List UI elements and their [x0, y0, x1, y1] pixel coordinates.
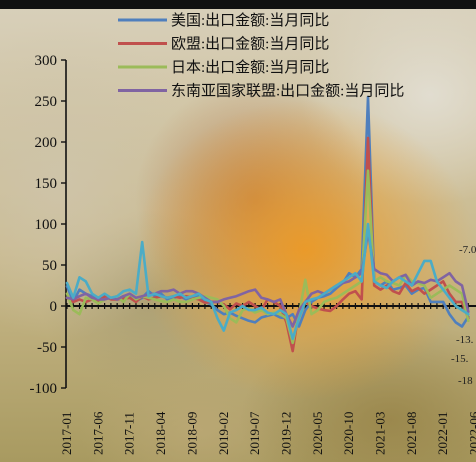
x-tick-label: 2019-07 [247, 411, 262, 455]
series-layer [65, 95, 470, 353]
x-tick-label: 2017-11 [122, 412, 137, 455]
x-tick-label: 2021-03 [373, 412, 388, 455]
x-tick-label: 2019-12 [278, 412, 293, 455]
x-tick-label: 2021-08 [404, 412, 419, 455]
annotations: -7.0 -13. -15. -18 [451, 244, 476, 387]
y-tick-label: -100 [30, 381, 58, 397]
y-tick-label: 200 [35, 135, 58, 151]
y-tick-label: 0 [50, 299, 58, 315]
series-line-5 [65, 222, 470, 341]
legend-label-4: 东南亚国家联盟:出口金额:当月同比 [171, 83, 404, 100]
legend-label-3: 日本:出口金额:当月同比 [171, 59, 329, 76]
x-tick-label: 2020-05 [310, 412, 325, 455]
y-tick-label: 300 [35, 53, 58, 69]
legend: 美国:出口金额:当月同比欧盟:出口金额:当月同比日本:出口金额:当月同比东南亚国… [118, 12, 404, 100]
x-tick-label: 2019-02 [216, 412, 231, 455]
y-tick-label: -50 [37, 340, 57, 356]
y-tick-label: 250 [35, 94, 58, 110]
annotation-label: -7.0 [459, 244, 476, 256]
x-tick-label: 2017-06 [90, 411, 105, 455]
x-tick-label: 2018-09 [184, 412, 199, 455]
x-tick-label: 2022-01 [435, 412, 450, 455]
legend-label-1: 美国:出口金额:当月同比 [171, 12, 329, 29]
x-tick-label: 2018-04 [153, 411, 168, 455]
series-line-1 [65, 95, 470, 328]
annotation-label: -13. [456, 334, 474, 346]
series-line-2 [65, 136, 470, 353]
y-tick-label: 50 [42, 258, 57, 274]
series-line-4 [65, 230, 470, 328]
y-tick-label: 150 [35, 176, 58, 192]
legend-label-2: 欧盟:出口金额:当月同比 [171, 36, 329, 53]
x-tick-label: 2017-01 [59, 412, 74, 455]
x-tick-label: 2022-06 [467, 411, 476, 455]
x-tick-label: 2020-10 [341, 412, 356, 455]
annotation-label: -15. [451, 353, 469, 365]
top-border [0, 0, 476, 9]
annotation-label: -18 [458, 375, 473, 387]
y-tick-label: 100 [35, 217, 58, 233]
